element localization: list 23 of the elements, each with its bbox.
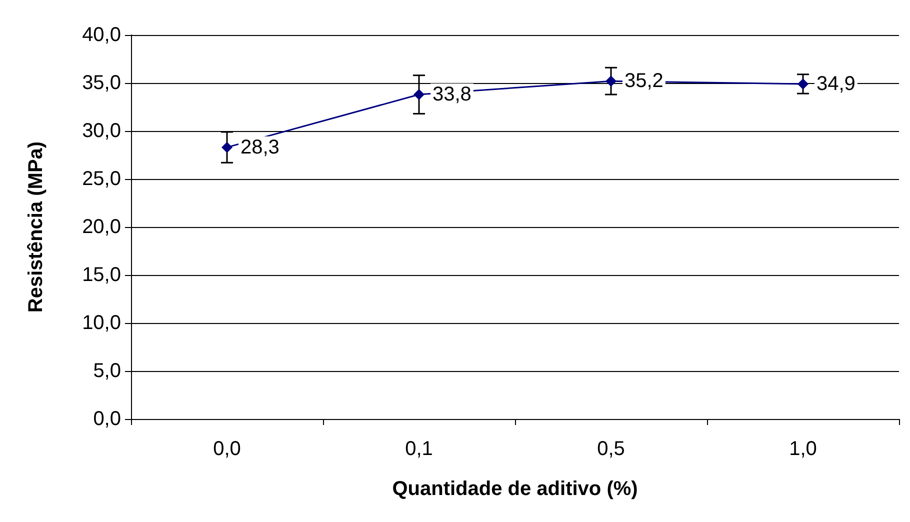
- data-label: 28,3: [240, 136, 280, 158]
- y-tick-label: 20,0: [82, 216, 121, 238]
- y-tick-label: 25,0: [82, 168, 121, 190]
- y-tick-label: 40,0: [82, 24, 121, 46]
- y-tick-label: 15,0: [82, 264, 121, 286]
- y-tick-label: 35,0: [82, 72, 121, 94]
- y-axis-title: Resistência (MPa): [25, 141, 47, 313]
- y-tick-label: 30,0: [82, 120, 121, 142]
- x-tick-label: 0,5: [597, 438, 625, 460]
- data-label: 34,9: [816, 72, 856, 95]
- y-tick-label: 0,0: [93, 408, 121, 430]
- x-axis-title: Quantidade de aditivo (%): [392, 478, 638, 500]
- point: [798, 78, 808, 90]
- point: [414, 89, 424, 100]
- y-tick-label: 5,0: [93, 360, 121, 382]
- y-tick-label: 10,0: [82, 312, 121, 334]
- point: [222, 142, 232, 153]
- x-tick-label: 0,1: [405, 438, 433, 460]
- x-tick-label: 1,0: [789, 438, 817, 460]
- data-label: 33,8: [432, 84, 472, 106]
- x-tick-label: 0,0: [213, 438, 241, 460]
- point: [606, 76, 616, 87]
- data-label: 35,2: [624, 70, 664, 92]
